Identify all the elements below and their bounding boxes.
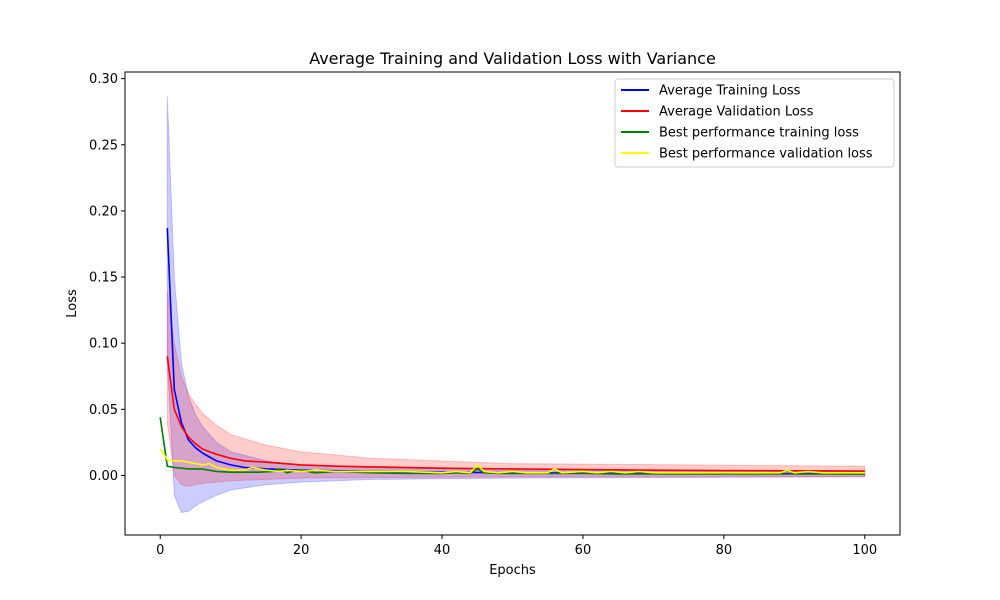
x-axis: 0 20 40 60 80 100 bbox=[156, 535, 877, 558]
x-tick-label: 80 bbox=[716, 543, 733, 558]
series-line-3 bbox=[159, 448, 865, 474]
series-line-2 bbox=[159, 417, 865, 475]
legend-label: Best performance training loss bbox=[659, 126, 859, 141]
y-axis: 0.00 0.05 0.10 0.15 0.20 0.25 0.30 bbox=[89, 72, 125, 484]
legend-box bbox=[614, 78, 895, 168]
y-tick-label: 0.00 bbox=[89, 469, 118, 484]
y-tick-label: 0.15 bbox=[89, 271, 118, 286]
y-tick-label: 0.25 bbox=[89, 138, 118, 153]
x-tick-label: 40 bbox=[434, 543, 451, 558]
legend-label: Average Validation Loss bbox=[659, 105, 814, 120]
y-tick-label: 0.20 bbox=[89, 204, 118, 219]
plot-frame bbox=[124, 71, 901, 536]
series-lines bbox=[159, 228, 865, 475]
y-tick-label: 0.30 bbox=[89, 72, 118, 87]
legend-label: Best performance validation loss bbox=[659, 147, 873, 162]
legend-entries: Average Training Loss Average Validation … bbox=[621, 84, 873, 162]
legend: Average Training Loss Average Validation … bbox=[614, 78, 895, 168]
series-line-1 bbox=[166, 356, 865, 472]
y-tick-label: 0.10 bbox=[89, 337, 118, 352]
x-tick-label: 0 bbox=[156, 543, 164, 558]
chart-title: Average Training and Validation Loss wit… bbox=[309, 49, 716, 68]
x-axis-title: Epochs bbox=[489, 563, 536, 578]
y-axis-title: Loss bbox=[65, 289, 80, 318]
y-tick-label: 0.05 bbox=[89, 403, 118, 418]
x-tick-label: 60 bbox=[575, 543, 592, 558]
x-tick-label: 20 bbox=[293, 543, 310, 558]
x-tick-label: 100 bbox=[852, 543, 877, 558]
legend-label: Average Training Loss bbox=[659, 84, 801, 99]
